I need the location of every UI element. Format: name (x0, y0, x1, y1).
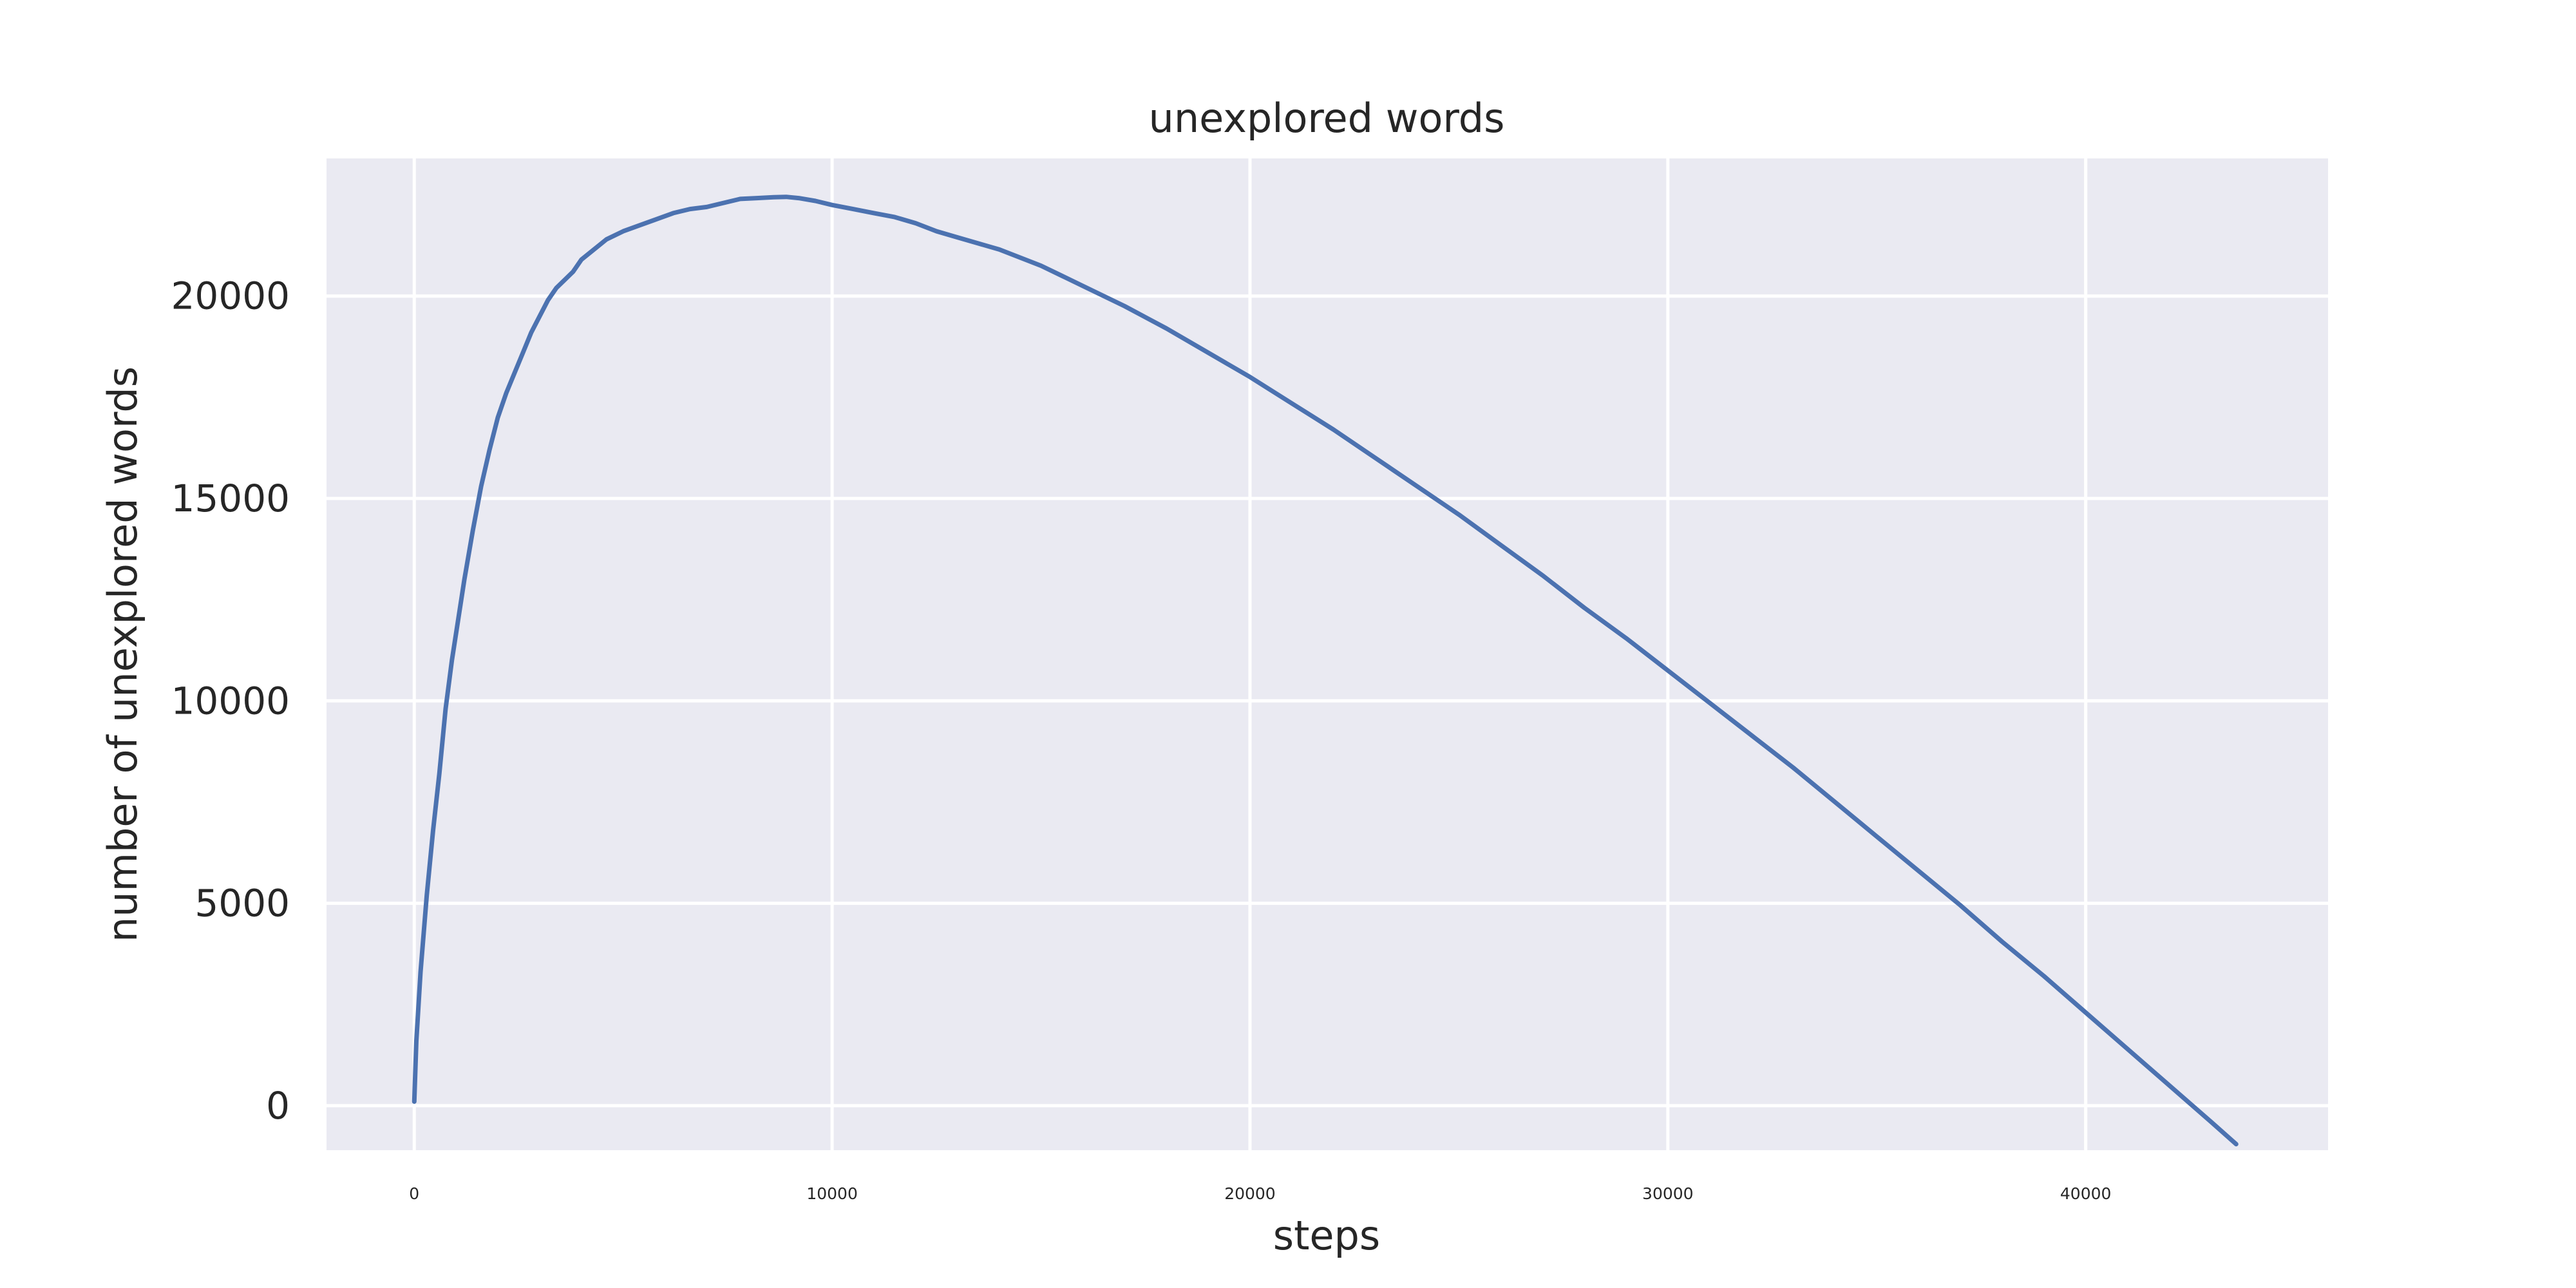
y-tick-label: 0 (266, 1084, 290, 1128)
series-line (412, 194, 2239, 1147)
x-tick-label: 10000 (806, 1184, 858, 1203)
x-tick-label: 30000 (1642, 1184, 1694, 1203)
x-axis-label: steps (1273, 1212, 1380, 1259)
x-gridlines (412, 158, 2088, 1150)
x-tick-label: 20000 (1224, 1184, 1276, 1203)
y-tick-label: 20000 (171, 274, 290, 318)
plot-area (327, 158, 2328, 1150)
y-tick-label: 10000 (171, 679, 290, 723)
y-tick-label: 5000 (194, 882, 290, 925)
y-tick-label: 15000 (171, 477, 290, 520)
y-axis-label: number of unexplored words (99, 366, 146, 942)
chart-title: unexplored words (1149, 95, 1505, 142)
x-tick-label: 40000 (2060, 1184, 2112, 1203)
x-tick-labels: 0 10000 20000 30000 40000 (409, 1184, 2111, 1203)
y-tick-labels: 0 5000 10000 15000 20000 (171, 274, 290, 1128)
y-gridlines (327, 294, 2328, 1108)
x-tick-label: 0 (409, 1184, 419, 1203)
